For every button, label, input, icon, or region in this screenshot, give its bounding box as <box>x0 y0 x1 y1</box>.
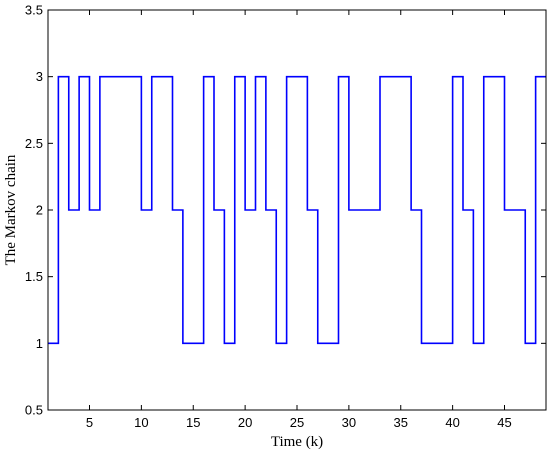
y-tick-label: 1 <box>36 336 43 351</box>
x-tick-label: 20 <box>238 415 252 430</box>
x-axis-label: Time (k) <box>271 434 323 450</box>
y-tick-label: 2.5 <box>25 136 43 151</box>
x-tick-label: 35 <box>394 415 408 430</box>
markov-chain-series-line <box>48 75 546 345</box>
x-tick-label: 15 <box>186 415 200 430</box>
y-tick-label: 3 <box>36 69 43 84</box>
y-tick-label: 0.5 <box>25 403 43 418</box>
tick-labels: 5 10 15 20 25 30 35 40 45 0.5 1 1.5 2 2.5 3 3.5 <box>25 3 512 431</box>
x-tick-label: 30 <box>342 415 356 430</box>
x-tick-label: 5 <box>86 415 93 430</box>
y-axis-label: The Markov chain <box>3 154 19 265</box>
y-tick-label: 1.5 <box>25 269 43 284</box>
y-tick-label: 3.5 <box>25 3 43 18</box>
x-tick-label: 10 <box>134 415 148 430</box>
x-tick-label: 45 <box>497 415 511 430</box>
x-tick-label: 25 <box>290 415 304 430</box>
y-tick-label: 2 <box>36 203 43 218</box>
plot-frame <box>47 9 547 411</box>
x-tick-label: 40 <box>445 415 459 430</box>
